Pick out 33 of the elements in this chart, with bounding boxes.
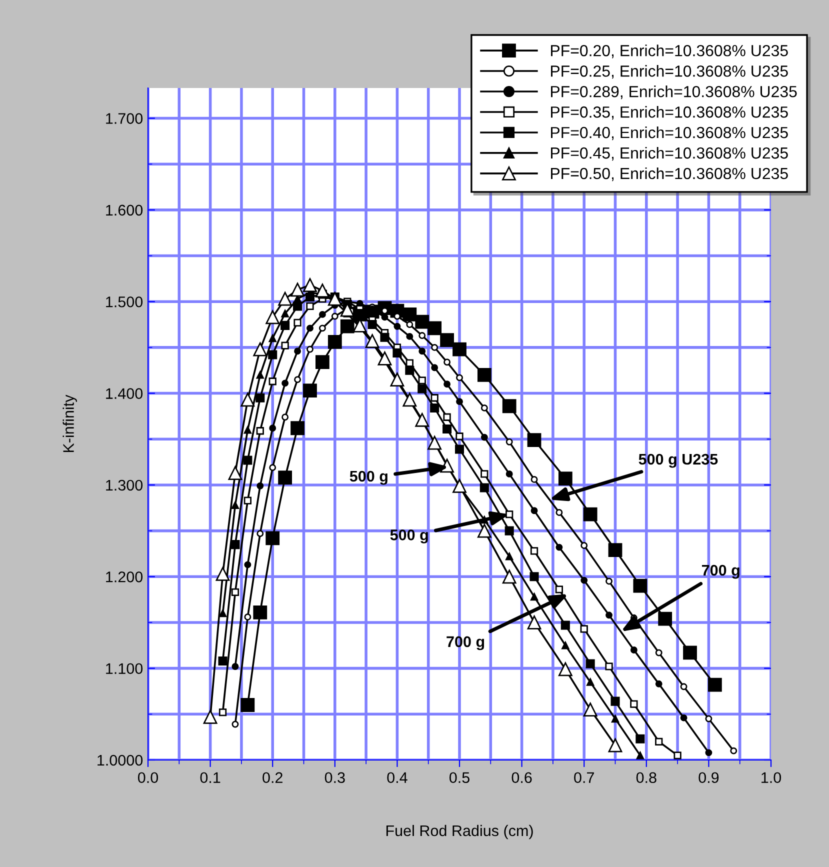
legend-label: PF=0.40, Enrich=10.3608% U235 bbox=[551, 126, 788, 140]
annotation: 500 g bbox=[350, 470, 388, 485]
y-tick-label: 1.200 bbox=[106, 572, 143, 582]
x-tick-label: 0.4 bbox=[387, 772, 408, 784]
y-tick-label: 1.600 bbox=[106, 204, 143, 216]
y-tick-label: 1.500 bbox=[106, 296, 143, 308]
legend-label: PF=0.25, Enrich=10.3608% U235 bbox=[551, 65, 788, 79]
legend-label: PF=0.20, Enrich=10.3608% U235 bbox=[551, 44, 788, 58]
y-tick-label: 1.300 bbox=[106, 480, 143, 491]
y-tick-label: 1.400 bbox=[106, 388, 143, 399]
x-tick-label: 0.7 bbox=[574, 772, 594, 784]
annotation: 700 g bbox=[446, 636, 484, 650]
y-tick-label: 1.700 bbox=[106, 113, 143, 124]
annotation: 500 g bbox=[390, 530, 428, 544]
legend-label: PF=0.45, Enrich=10.3608% U235 bbox=[551, 146, 788, 161]
annotation: 700 g bbox=[702, 564, 740, 579]
x-tick-label: 0.3 bbox=[324, 772, 345, 784]
y-axis-title: K-infinity bbox=[62, 394, 77, 452]
legend-label: PF=0.50, Enrich=10.3608% U235 bbox=[551, 167, 788, 182]
x-tick-label: 0.0 bbox=[138, 772, 158, 784]
x-tick-label: 0.5 bbox=[449, 772, 470, 784]
y-tick-label: 1.0000 bbox=[98, 754, 143, 766]
x-axis-title: Fuel Rod Radius (cm) bbox=[386, 824, 533, 840]
legend-label: PF=0.35, Enrich=10.3608% U235 bbox=[551, 106, 788, 120]
x-tick-label: 0.8 bbox=[636, 772, 656, 784]
y-tick-label: 1.100 bbox=[106, 663, 143, 674]
x-tick-label: 0.2 bbox=[262, 772, 282, 784]
x-tick-label: 0.6 bbox=[512, 772, 532, 784]
legend-label: PF=0.289, Enrich=10.3608% U235 bbox=[551, 86, 797, 100]
x-tick-label: 1.0 bbox=[762, 772, 782, 784]
annotation: 500 g U235 bbox=[638, 454, 718, 468]
x-tick-label: 0.9 bbox=[698, 772, 719, 784]
x-tick-label: 0.1 bbox=[200, 772, 220, 784]
